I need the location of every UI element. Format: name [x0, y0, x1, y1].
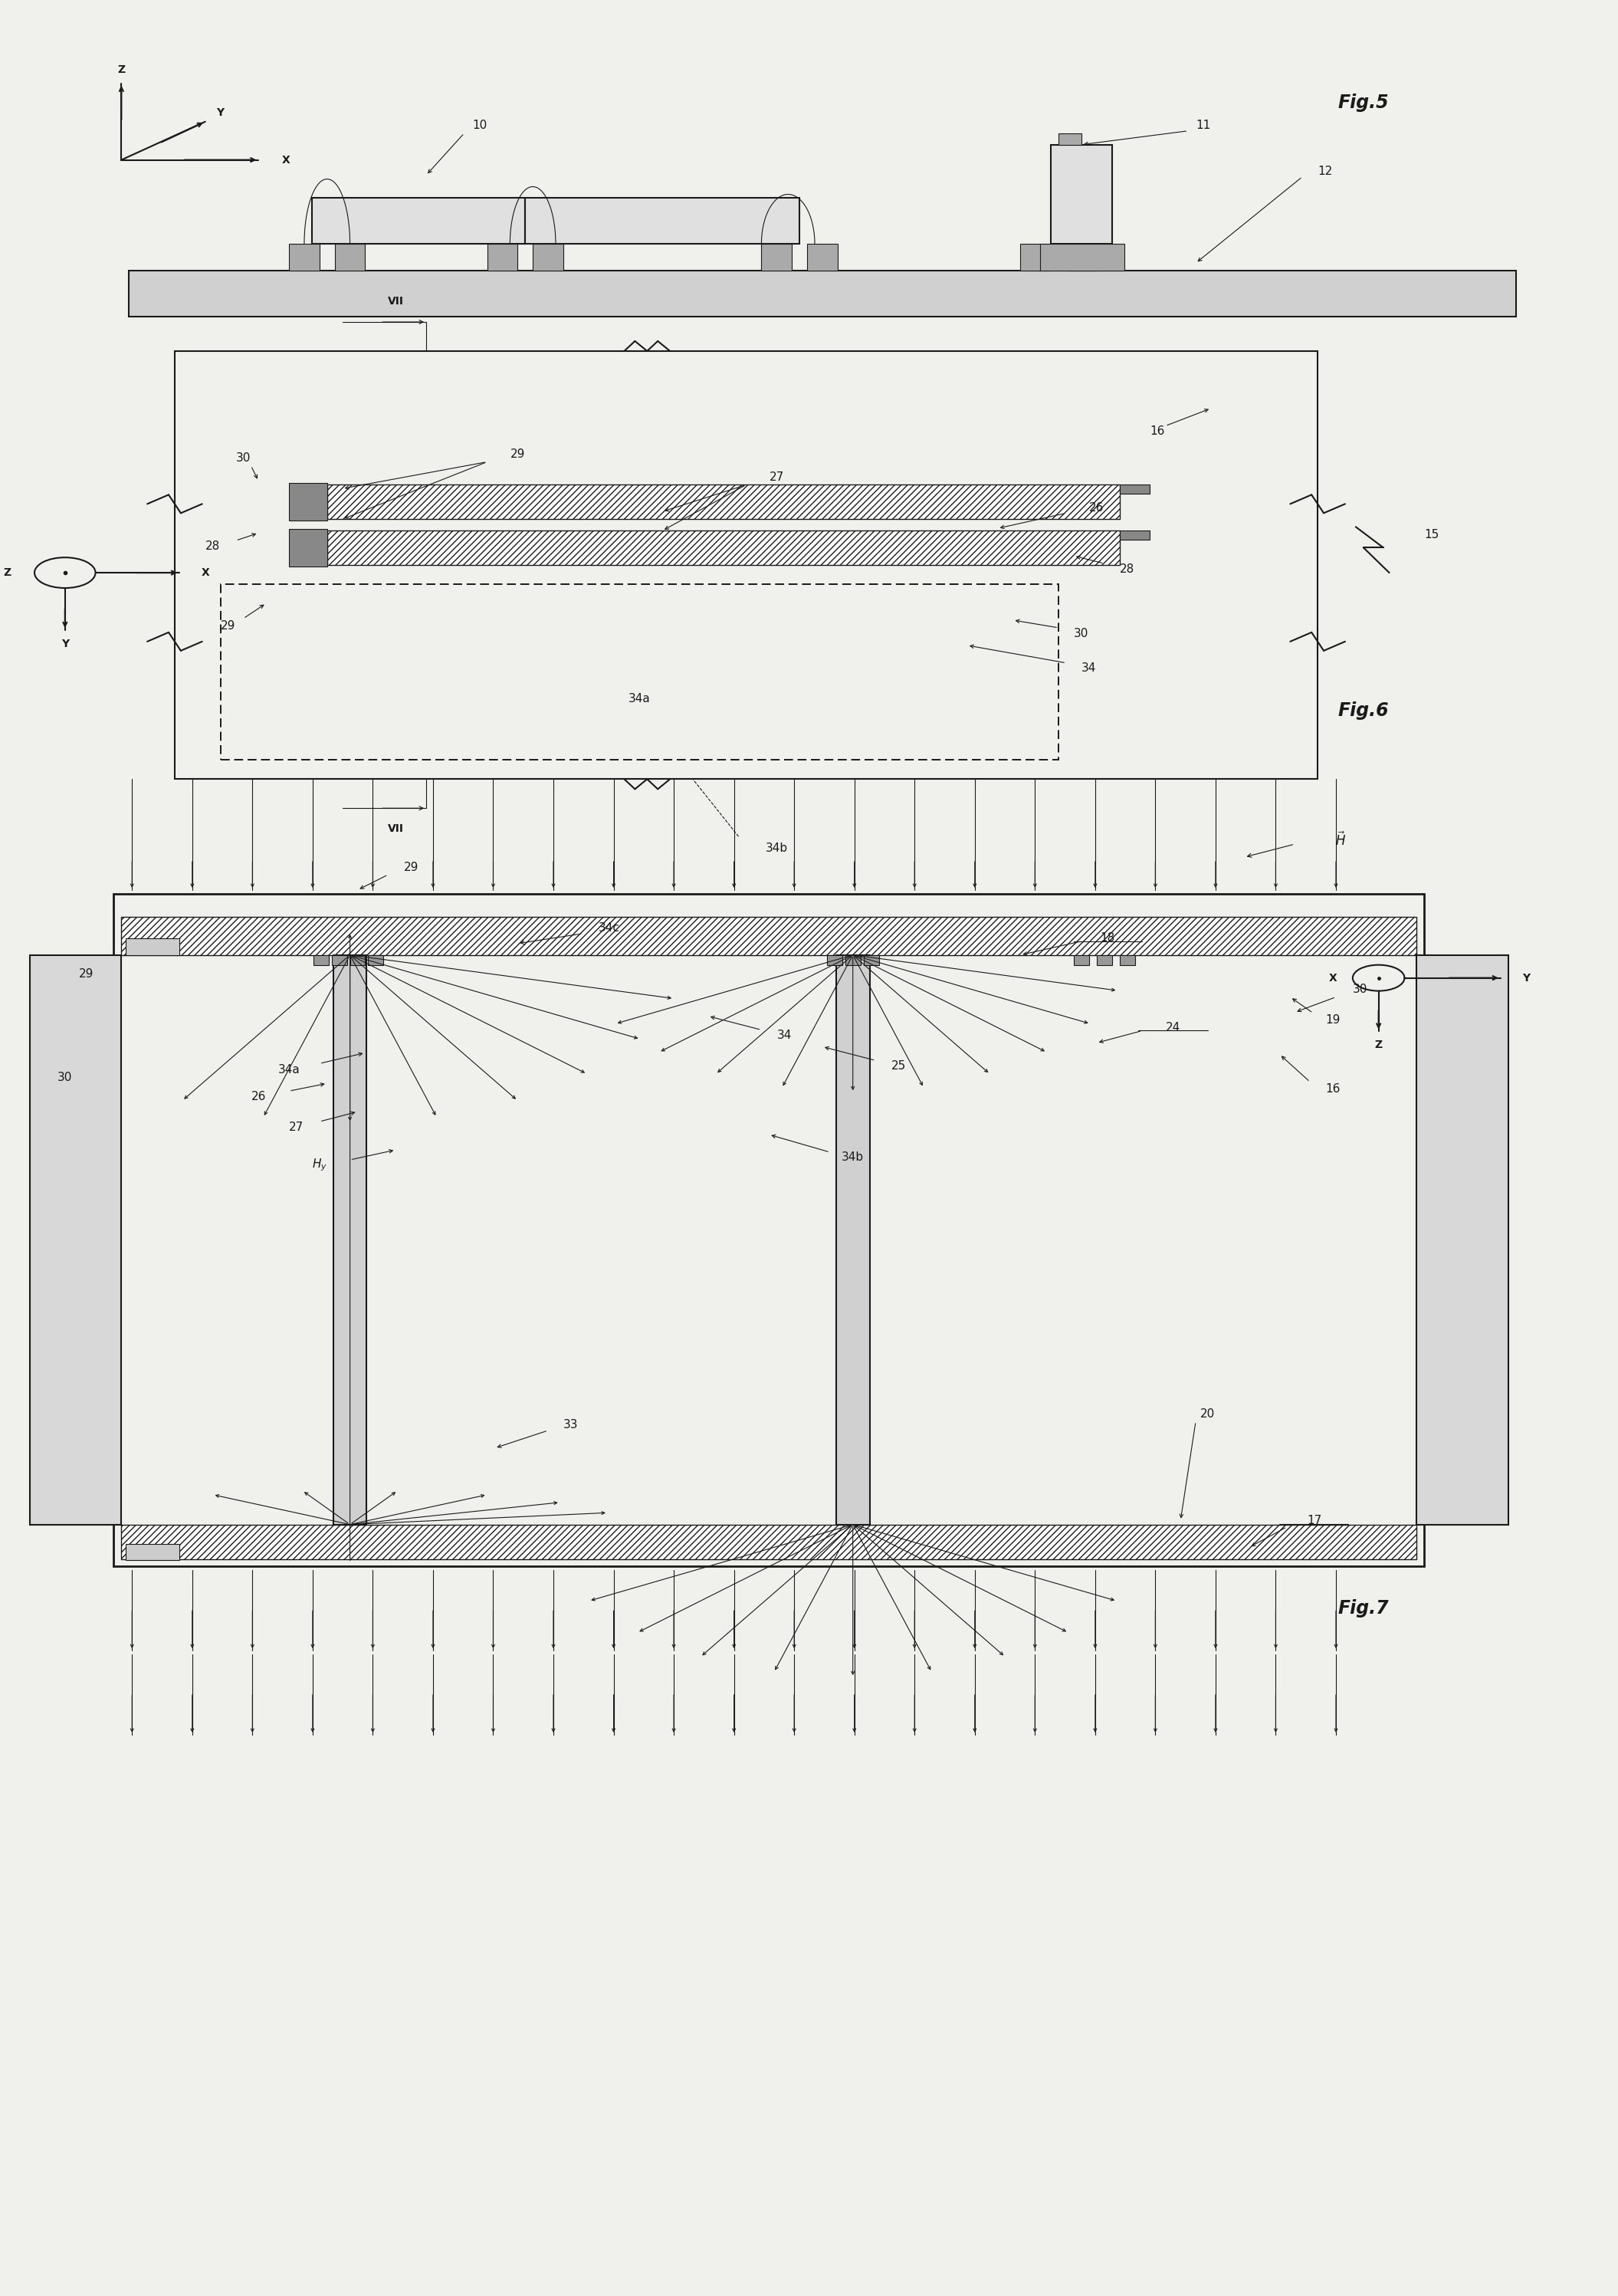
Text: 34a: 34a — [628, 693, 650, 705]
Bar — [526, 197, 799, 243]
Text: 30: 30 — [58, 1072, 73, 1084]
Bar — [126, 939, 180, 955]
Text: VII: VII — [388, 824, 404, 833]
Text: 16: 16 — [1325, 1084, 1340, 1095]
Bar — [1074, 955, 1089, 964]
Bar — [532, 243, 563, 271]
Text: 30: 30 — [1074, 629, 1089, 641]
Text: 29: 29 — [79, 969, 94, 980]
Text: 25: 25 — [892, 1061, 906, 1072]
Text: $\vec{H}$: $\vec{H}$ — [1335, 831, 1346, 850]
Bar — [1058, 133, 1081, 145]
Text: X: X — [201, 567, 209, 579]
Text: 34a: 34a — [278, 1063, 299, 1075]
Bar — [369, 955, 383, 964]
Text: $H_y$: $H_y$ — [312, 1157, 327, 1173]
Bar — [332, 955, 346, 964]
Text: 27: 27 — [290, 1120, 304, 1132]
Bar — [175, 351, 1317, 778]
Text: 10: 10 — [472, 119, 487, 131]
Text: Y: Y — [217, 108, 225, 117]
Text: 28: 28 — [205, 540, 220, 551]
Text: Fig.5: Fig.5 — [1338, 94, 1388, 113]
Bar — [335, 243, 366, 271]
Bar — [129, 271, 1516, 317]
Text: 26: 26 — [251, 1091, 265, 1102]
Bar — [1120, 955, 1134, 964]
Bar — [121, 1525, 1417, 1559]
Text: 33: 33 — [563, 1419, 578, 1430]
Text: Z: Z — [1375, 1040, 1382, 1052]
Bar — [1040, 243, 1125, 271]
Text: Y: Y — [1523, 974, 1531, 983]
Text: 34b: 34b — [841, 1153, 864, 1164]
Bar — [314, 955, 328, 964]
Bar — [1417, 955, 1508, 1525]
Bar — [126, 1543, 180, 1561]
Bar — [220, 583, 1058, 760]
Text: 19: 19 — [1325, 1015, 1340, 1026]
Bar — [290, 482, 327, 521]
Bar — [327, 530, 1120, 565]
Text: Fig.7: Fig.7 — [1338, 1600, 1388, 1619]
Bar — [1021, 243, 1052, 271]
Text: 34: 34 — [777, 1029, 791, 1040]
Text: 34: 34 — [1081, 664, 1097, 675]
Text: ‗17: ‗17 — [1304, 1515, 1325, 1527]
Text: 29: 29 — [403, 861, 419, 872]
Text: 11: 11 — [1196, 119, 1210, 131]
Text: 16: 16 — [1150, 425, 1165, 436]
Bar — [333, 955, 367, 1525]
Text: VII: VII — [388, 296, 404, 308]
Text: Z: Z — [3, 567, 11, 579]
Bar — [121, 916, 1417, 955]
Text: 27: 27 — [769, 471, 785, 482]
Text: X: X — [1328, 974, 1336, 983]
Text: 26: 26 — [1089, 503, 1103, 514]
Text: X: X — [282, 154, 290, 165]
Text: 24: 24 — [1165, 1022, 1180, 1033]
Text: 15: 15 — [1424, 528, 1440, 540]
Bar — [1120, 484, 1150, 494]
Bar — [113, 893, 1424, 1566]
Text: 29: 29 — [220, 620, 236, 631]
Text: 30: 30 — [1353, 983, 1367, 994]
Bar — [864, 955, 879, 964]
Text: 20: 20 — [1201, 1407, 1215, 1419]
Bar — [487, 243, 518, 271]
Bar — [1097, 955, 1112, 964]
Text: 18: 18 — [1100, 932, 1115, 944]
Bar — [290, 243, 319, 271]
Bar — [29, 955, 121, 1525]
Bar — [837, 955, 869, 1525]
Bar — [290, 528, 327, 567]
Bar — [327, 484, 1120, 519]
Text: 34b: 34b — [765, 843, 788, 854]
Bar — [827, 955, 843, 964]
Bar — [762, 243, 791, 271]
Text: 34c: 34c — [599, 923, 620, 934]
Bar — [845, 955, 861, 964]
Text: 12: 12 — [1319, 165, 1333, 177]
Bar — [1052, 145, 1112, 243]
Bar — [1120, 530, 1150, 540]
Bar — [312, 197, 526, 243]
Text: 29: 29 — [510, 448, 524, 459]
Text: Z: Z — [118, 64, 125, 76]
Text: 17: 17 — [1307, 1515, 1322, 1527]
Text: 28: 28 — [1120, 563, 1134, 574]
Bar — [349, 955, 366, 964]
Text: 30: 30 — [236, 452, 251, 464]
Text: Fig.6: Fig.6 — [1338, 700, 1388, 719]
Text: Y: Y — [61, 638, 70, 650]
Bar — [1066, 243, 1097, 271]
Bar — [807, 243, 838, 271]
